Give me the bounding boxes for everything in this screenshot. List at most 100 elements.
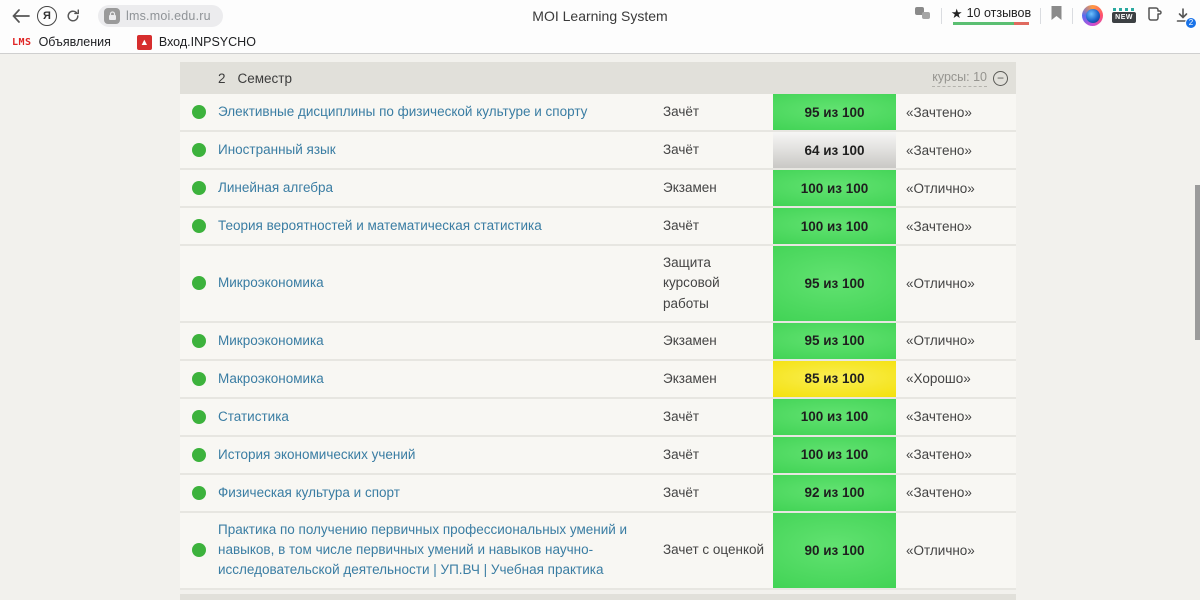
grade-text: «Хорошо» <box>906 371 971 387</box>
score-badge: 90 из 100 <box>773 512 896 588</box>
course-link[interactable]: История экономических учений <box>218 446 416 462</box>
table-row: Физическая культура и спорт Зачёт 92 из … <box>180 474 1016 513</box>
semester-2-header: 2 Семестр курсы: 10 <box>180 62 1016 94</box>
bookmarks-bar: LMS Объявления ▲ Вход.INPSYCHO <box>0 31 1200 54</box>
course-link[interactable]: Элективные дисциплины по физической куль… <box>218 103 588 119</box>
assessment-type: Зачёт <box>663 103 700 119</box>
downloads-icon[interactable]: 2 <box>1172 5 1197 29</box>
green-dot-icon <box>192 276 206 291</box>
yandex-browser-icon[interactable]: Я <box>34 3 60 29</box>
table-row: История экономических учений Зачёт 100 и… <box>180 436 1016 475</box>
assessment-type: Зачёт <box>663 446 700 462</box>
status-dot <box>180 246 218 321</box>
status-dot <box>180 361 218 397</box>
download-count-badge: 2 <box>1185 16 1197 29</box>
grade-text: «Зачтено» <box>906 485 972 501</box>
table-row: Элективные дисциплины по физической куль… <box>180 94 1016 132</box>
score-badge: 100 из 100 <box>773 436 896 473</box>
collections-icon[interactable] <box>1145 5 1163 27</box>
address-bar[interactable]: lms.moi.edu.ru <box>98 4 223 27</box>
grade-text: «Зачтено» <box>906 142 972 158</box>
browser-profile-icon[interactable] <box>1082 5 1104 26</box>
status-dot <box>180 437 218 473</box>
course-link[interactable]: Микроэкономика <box>218 332 324 348</box>
extension-icon[interactable] <box>914 5 932 26</box>
score-badge: 85 из 100 <box>773 360 896 397</box>
status-dot <box>180 399 218 435</box>
green-dot-icon <box>192 447 206 462</box>
grade-text: «Зачтено» <box>906 447 972 463</box>
table-row: Микроэкономика Защита курсовой работы 95… <box>180 246 1016 323</box>
reviews-rating-bar <box>953 22 1030 25</box>
course-link[interactable]: Иностранный язык <box>218 141 336 157</box>
assessment-type: Зачёт <box>663 408 700 424</box>
grade-text: «Зачтено» <box>906 409 972 425</box>
green-dot-icon <box>192 409 206 424</box>
back-icon[interactable] <box>8 3 34 29</box>
inpsycho-favicon: ▲ <box>136 34 152 50</box>
green-dot-icon <box>192 143 206 157</box>
bookmark-label: Вход.INPSYCHO <box>158 35 256 49</box>
score-badge: 95 из 100 <box>773 322 896 359</box>
assessment-type: Зачёт <box>663 484 700 500</box>
table-row: Статистика Зачёт 100 из 100 «Зачтено» <box>180 398 1016 437</box>
course-link[interactable]: Теория вероятностей и математическая ста… <box>218 217 542 233</box>
grades-table: 2 Семестр курсы: 10 Элективные дисциплин… <box>180 54 1016 600</box>
semester-label: Семестр <box>237 70 293 86</box>
score-badge: 100 из 100 <box>773 398 896 435</box>
bookmark-label: Объявления <box>38 35 111 49</box>
status-dot <box>180 94 218 130</box>
course-link[interactable]: Практика по получению первичных професси… <box>218 521 628 578</box>
refresh-icon[interactable] <box>60 3 86 29</box>
status-dot <box>180 132 218 168</box>
course-link[interactable]: Статистика <box>218 408 289 424</box>
assessment-type: Зачёт <box>663 217 700 233</box>
status-dot <box>180 208 218 244</box>
green-dot-icon <box>192 105 206 119</box>
score-badge: 95 из 100 <box>773 246 896 321</box>
separator <box>1040 7 1042 24</box>
reviews-label: 10 отзывов <box>966 6 1032 20</box>
grade-text: «Отлично» <box>906 542 975 558</box>
assessment-type: Экзамен <box>663 179 717 195</box>
grade-text: «Зачтено» <box>906 104 972 120</box>
status-dot <box>180 170 218 206</box>
ssl-lock-icon[interactable] <box>104 7 120 24</box>
assessment-type: Зачет с оценкой <box>663 542 765 557</box>
table-row: Теория вероятностей и математическая ста… <box>180 208 1016 246</box>
star-icon: ★ <box>950 5 963 21</box>
assessment-type: Экзамен <box>663 332 717 348</box>
new-tab-badge-icon[interactable]: NEW <box>1112 8 1136 23</box>
collapse-icon[interactable] <box>993 70 1008 86</box>
assessment-type: Зачёт <box>663 141 700 157</box>
table-row: Иностранный язык Зачёт 64 из 100 «Зачтен… <box>180 132 1016 170</box>
page-content: 2 Семестр курсы: 10 Элективные дисциплин… <box>0 54 1200 600</box>
course-link[interactable]: Микроэкономика <box>218 275 324 291</box>
green-dot-icon <box>192 371 206 386</box>
green-dot-icon <box>192 333 206 348</box>
table-row: Микроэкономика Экзамен 95 из 100 «Отличн… <box>180 322 1016 361</box>
courses-count-link[interactable]: курсы: 10 <box>932 69 987 87</box>
status-dot <box>180 513 218 588</box>
bookmark-item-announcements[interactable]: LMS Объявления <box>12 35 111 49</box>
lms-favicon: LMS <box>12 36 32 48</box>
scrollbar-thumb[interactable] <box>1195 185 1200 340</box>
status-dot <box>180 475 218 511</box>
grade-text: «Отлично» <box>906 180 975 196</box>
grade-text: «Отлично» <box>906 275 975 291</box>
course-link[interactable]: Макроэкономика <box>218 370 324 386</box>
course-link[interactable]: Физическая культура и спорт <box>218 484 400 500</box>
semester-number: 2 <box>218 70 226 86</box>
table-row: Макроэкономика Экзамен 85 из 100 «Хорошо… <box>180 360 1016 399</box>
separator <box>1072 7 1074 24</box>
score-badge: 100 из 100 <box>773 170 896 206</box>
score-badge: 100 из 100 <box>773 208 896 244</box>
separator <box>940 7 942 24</box>
course-link[interactable]: Линейная алгебра <box>218 179 334 195</box>
table-row: Линейная алгебра Экзамен 100 из 100 «Отл… <box>180 170 1016 208</box>
bookmark-item-inpsycho[interactable]: ▲ Вход.INPSYCHO <box>136 34 256 50</box>
semester-3-header: 3 Семестр курсы: 10 <box>180 593 1016 600</box>
bookmark-icon[interactable] <box>1050 5 1063 26</box>
grade-text: «Отлично» <box>906 333 975 349</box>
site-reviews-button[interactable]: ★ 10 отзывов <box>951 6 1031 25</box>
